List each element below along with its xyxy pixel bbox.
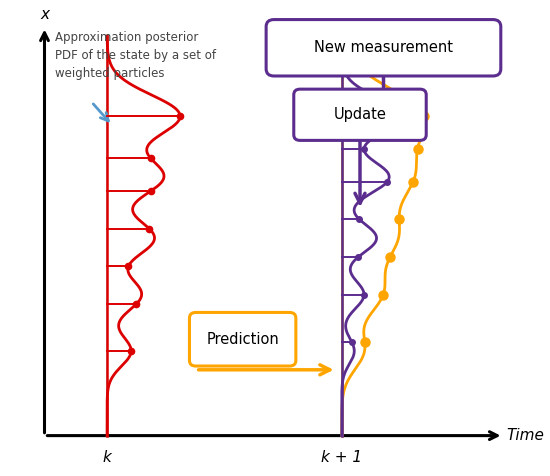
FancyBboxPatch shape (266, 20, 501, 76)
Text: Approximation posterior
PDF of the state by a set of
weighted particles: Approximation posterior PDF of the state… (55, 31, 216, 80)
Text: k: k (103, 450, 112, 465)
Text: k + 1: k + 1 (321, 450, 362, 465)
Text: Prediction: Prediction (206, 332, 279, 347)
FancyBboxPatch shape (294, 89, 426, 140)
Text: x: x (40, 7, 49, 22)
Text: New measurement: New measurement (314, 40, 453, 55)
Text: Time: Time (506, 428, 544, 443)
FancyBboxPatch shape (189, 312, 296, 366)
Text: Update: Update (333, 107, 387, 122)
